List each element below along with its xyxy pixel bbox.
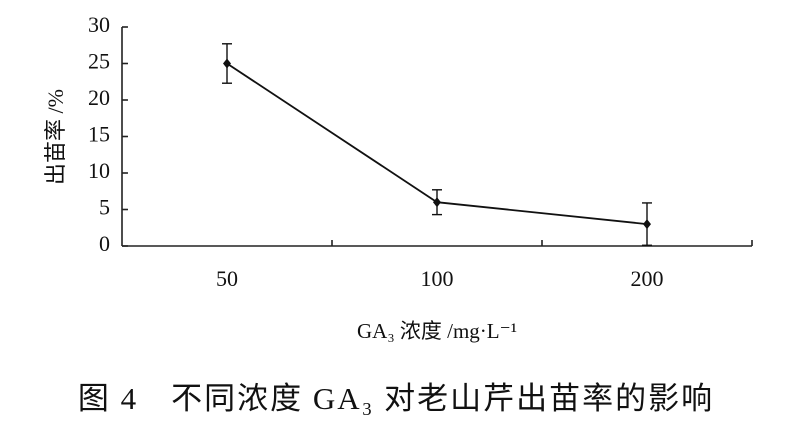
y-tick-label: 0 [99,231,110,256]
y-tick-label: 15 [88,122,110,147]
y-tick-label: 10 [88,158,110,183]
caption: 图 4 不同浓度 GA₃ 对老山芹出苗率的影响 [78,381,714,416]
x-axis-label: GA₃ 浓度 /mg·L⁻¹ [357,319,517,343]
marker [433,197,441,208]
y-axis-label: 出苗率 /% [43,89,68,185]
marker [223,58,231,69]
y-tick-label: 5 [99,195,110,220]
y-tick-label: 20 [88,85,110,110]
x-tick-label: 200 [631,266,664,291]
marker [643,219,651,230]
y-tick-label: 30 [88,12,110,37]
x-tick-label: 100 [421,266,454,291]
y-tick-label: 25 [88,49,110,74]
x-tick-label: 50 [216,266,238,291]
